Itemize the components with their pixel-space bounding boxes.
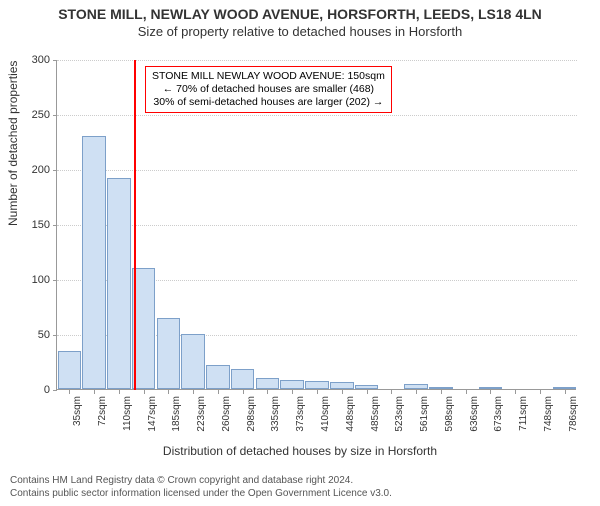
xtick-mark [292, 390, 293, 394]
histogram-bar [429, 387, 453, 389]
xtick-mark [391, 390, 392, 394]
ytick-mark [53, 280, 57, 281]
y-axis-label: Number of detached properties [6, 61, 20, 226]
xtick-mark [490, 390, 491, 394]
x-axis-label: Distribution of detached houses by size … [0, 444, 600, 458]
xtick-label: 748sqm [543, 396, 554, 446]
xtick-mark [193, 390, 194, 394]
histogram-bar [330, 382, 354, 389]
histogram-bar [157, 318, 181, 390]
histogram-bar [58, 351, 82, 390]
histogram-bar [206, 365, 230, 389]
footer-line2: Contains public sector information licen… [10, 487, 392, 500]
xtick-mark [243, 390, 244, 394]
histogram-bar [256, 378, 280, 389]
annotation-line: 30% of semi-detached houses are larger (… [152, 96, 385, 109]
histogram-bar [280, 380, 304, 389]
xtick-mark [441, 390, 442, 394]
histogram-bar [479, 387, 503, 389]
footer-attribution: Contains HM Land Registry data © Crown c… [10, 474, 392, 500]
ytick-mark [53, 335, 57, 336]
chart-area: 05010015020025030035sqm72sqm110sqm147sqm… [56, 60, 576, 390]
reference-line [134, 60, 136, 390]
xtick-mark [94, 390, 95, 394]
xtick-mark [267, 390, 268, 394]
xtick-label: 561sqm [419, 396, 430, 446]
histogram-bar [355, 385, 379, 389]
xtick-label: 35sqm [72, 396, 83, 446]
xtick-mark [69, 390, 70, 394]
chart-title-line1: STONE MILL, NEWLAY WOOD AVENUE, HORSFORT… [0, 6, 600, 22]
annotation-box: STONE MILL NEWLAY WOOD AVENUE: 150sqm← 7… [145, 66, 392, 113]
xtick-label: 786sqm [568, 396, 579, 446]
histogram-bar [82, 136, 106, 389]
histogram-bar [181, 334, 205, 389]
ytick-label: 200 [10, 164, 50, 176]
xtick-label: 373sqm [295, 396, 306, 446]
xtick-label: 598sqm [444, 396, 455, 446]
ytick-mark [53, 170, 57, 171]
ytick-label: 0 [10, 384, 50, 396]
xtick-label: 410sqm [320, 396, 331, 446]
xtick-mark [144, 390, 145, 394]
xtick-label: 298sqm [246, 396, 257, 446]
histogram-bar [404, 384, 428, 390]
histogram-bar [553, 387, 577, 389]
xtick-mark [317, 390, 318, 394]
ytick-mark [53, 225, 57, 226]
ytick-mark [53, 115, 57, 116]
footer-line1: Contains HM Land Registry data © Crown c… [10, 474, 392, 487]
xtick-label: 335sqm [270, 396, 281, 446]
xtick-label: 711sqm [518, 396, 529, 446]
xtick-mark [515, 390, 516, 394]
plot-region: 05010015020025030035sqm72sqm110sqm147sqm… [56, 60, 576, 390]
xtick-label: 636sqm [469, 396, 480, 446]
ytick-label: 300 [10, 54, 50, 66]
ytick-label: 50 [10, 329, 50, 341]
xtick-label: 448sqm [345, 396, 356, 446]
histogram-bar [231, 369, 255, 389]
xtick-mark [218, 390, 219, 394]
histogram-bar [305, 381, 329, 389]
ytick-mark [53, 390, 57, 391]
xtick-mark [565, 390, 566, 394]
xtick-label: 523sqm [394, 396, 405, 446]
annotation-line: ← 70% of detached houses are smaller (46… [152, 83, 385, 96]
xtick-label: 147sqm [147, 396, 158, 446]
xtick-label: 223sqm [196, 396, 207, 446]
xtick-mark [466, 390, 467, 394]
xtick-mark [168, 390, 169, 394]
xtick-label: 485sqm [370, 396, 381, 446]
xtick-label: 673sqm [493, 396, 504, 446]
ytick-label: 250 [10, 109, 50, 121]
ytick-label: 150 [10, 219, 50, 231]
chart-title-line2: Size of property relative to detached ho… [0, 24, 600, 39]
xtick-mark [540, 390, 541, 394]
xtick-label: 110sqm [122, 396, 133, 446]
xtick-mark [119, 390, 120, 394]
annotation-line: STONE MILL NEWLAY WOOD AVENUE: 150sqm [152, 70, 385, 83]
ytick-mark [53, 60, 57, 61]
xtick-mark [342, 390, 343, 394]
histogram-bar [107, 178, 131, 389]
ytick-label: 100 [10, 274, 50, 286]
xtick-label: 72sqm [97, 396, 108, 446]
xtick-mark [367, 390, 368, 394]
xtick-mark [416, 390, 417, 394]
xtick-label: 185sqm [171, 396, 182, 446]
xtick-label: 260sqm [221, 396, 232, 446]
